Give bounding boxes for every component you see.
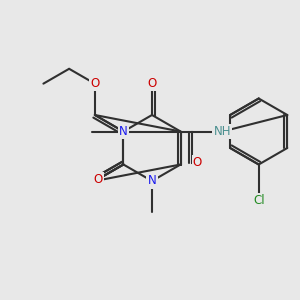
Text: N: N bbox=[91, 175, 99, 188]
Text: O: O bbox=[147, 77, 157, 90]
Text: N: N bbox=[148, 175, 156, 188]
Text: NH: NH bbox=[214, 125, 231, 138]
Text: O: O bbox=[90, 77, 100, 90]
Text: O: O bbox=[193, 156, 202, 169]
Text: N: N bbox=[119, 125, 128, 138]
Text: Cl: Cl bbox=[253, 194, 265, 207]
Text: O: O bbox=[93, 173, 102, 186]
